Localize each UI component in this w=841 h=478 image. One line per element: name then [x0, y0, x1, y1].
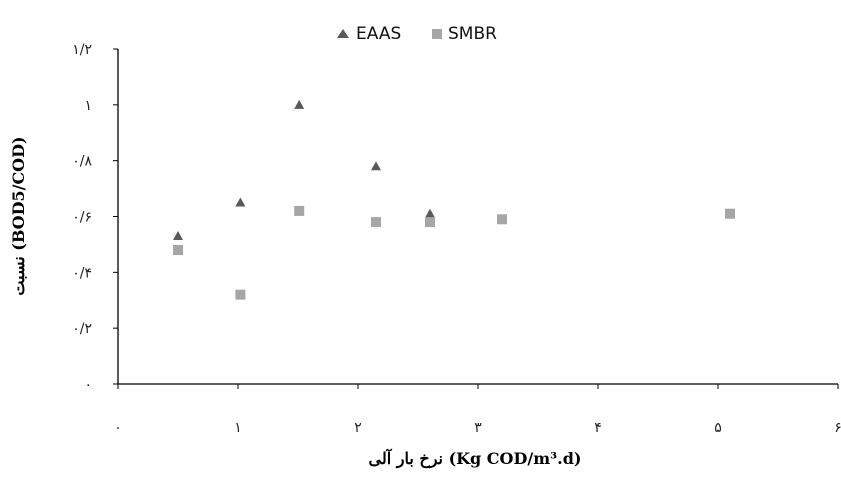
data-point-eaas — [235, 197, 246, 207]
data-point-eaas — [425, 208, 435, 218]
y-tick-label: ۰/۶ — [72, 210, 92, 226]
y-ticks: ۰ ۰/۲ ۰/۴ ۰/۶ ۰/۸ ۱ ۱/۲ — [72, 42, 118, 393]
y-tick-label: ۱ — [84, 98, 92, 114]
y-tick-label: ۱/۲ — [72, 42, 92, 58]
y-axis-title: نسبت (BOD5/COD) — [9, 136, 28, 295]
data-points — [173, 99, 735, 300]
y-tick-label: ۰ — [84, 377, 92, 393]
data-point-smbr — [173, 245, 183, 255]
legend-label-smbr: SMBR — [448, 24, 497, 44]
legend-item-smbr: SMBR — [432, 24, 497, 44]
y-tick-label: ۰/۸ — [72, 154, 92, 170]
data-point-eaas — [371, 161, 381, 171]
x-ticks: ۰ ۱ ۲ ۳ ۴ ۵ ۶ — [114, 384, 841, 436]
data-point-smbr — [497, 214, 507, 225]
data-point-smbr — [235, 289, 246, 300]
x-tick-label: ۳ — [474, 420, 482, 436]
data-point-smbr — [294, 205, 305, 216]
x-tick-label: ۵ — [714, 420, 722, 436]
data-point-eaas — [173, 231, 183, 241]
data-point-eaas — [294, 99, 305, 109]
legend-label-eaas: EAAS — [356, 24, 401, 44]
x-tick-label: ۴ — [594, 420, 602, 436]
legend: EAAS SMBR — [337, 24, 497, 44]
x-axis-title: نرخ بار آلی (Kg COD/m³.d) — [369, 447, 582, 469]
data-point-smbr — [725, 208, 735, 219]
y-tick-label: ۰/۲ — [72, 321, 92, 337]
x-tick-label: ۱ — [234, 420, 242, 436]
x-tick-label: ۶ — [834, 420, 841, 436]
data-point-smbr — [425, 217, 435, 228]
data-point-smbr — [371, 217, 381, 228]
y-tick-label: ۰/۴ — [72, 265, 92, 281]
legend-item-eaas: EAAS — [337, 24, 401, 44]
x-tick-label: ۰ — [114, 420, 122, 436]
legend-triangle-marker — [337, 29, 349, 38]
legend-square-marker — [432, 29, 442, 39]
x-tick-label: ۲ — [354, 420, 362, 436]
